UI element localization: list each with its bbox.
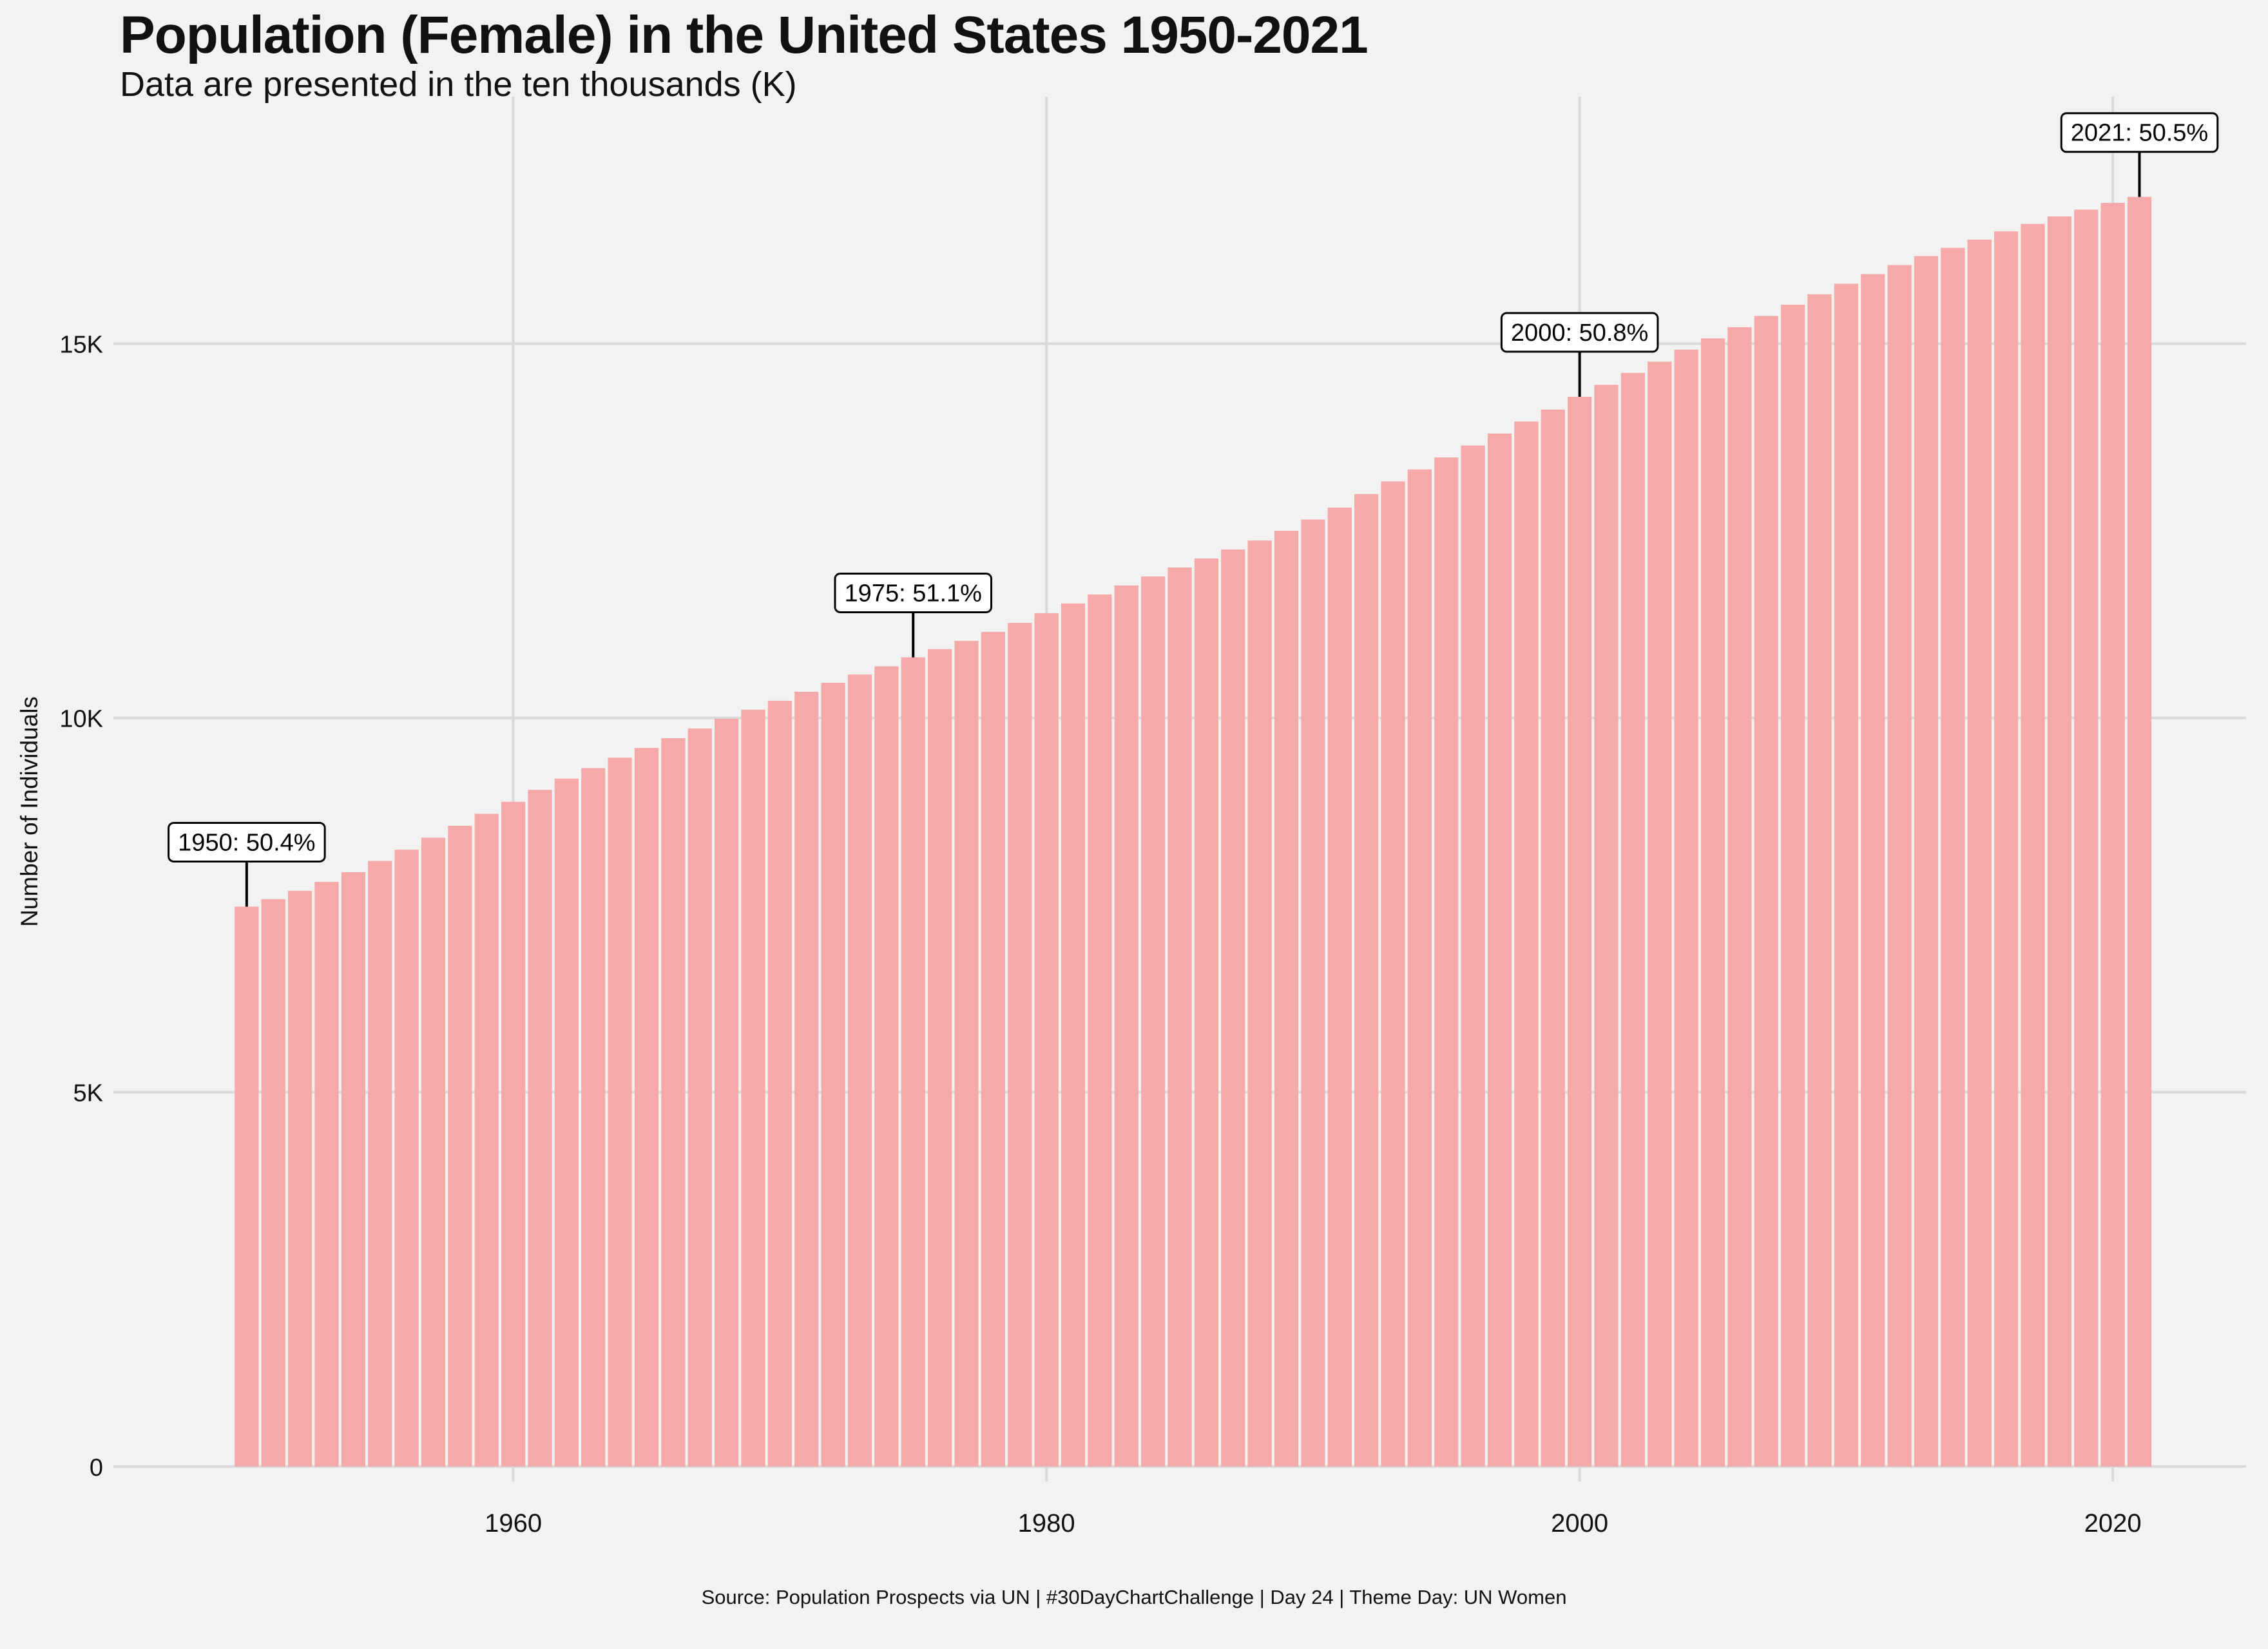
bar-1960	[501, 801, 526, 1467]
bar-1980	[1034, 613, 1059, 1467]
bar-2017	[2021, 224, 2045, 1467]
y-tick-label: 15K	[59, 332, 103, 359]
bar-2015	[1967, 239, 1992, 1467]
bar-1953	[314, 882, 339, 1467]
annotations: 1950: 50.4% 1975: 51.1% 2000: 50.8% 2021: 5…	[168, 112, 2219, 907]
bar-1954	[341, 872, 365, 1467]
bar-1961	[528, 790, 552, 1467]
bar-1955	[368, 861, 392, 1467]
bar-1999	[1541, 409, 1565, 1467]
bar-2013	[1914, 256, 1939, 1467]
bar-2007	[1754, 316, 1778, 1467]
annotation-box	[168, 821, 326, 863]
y-tick-label: 5K	[73, 1080, 103, 1107]
bar-1996	[1461, 445, 1485, 1467]
bar-1967	[687, 728, 712, 1467]
bar-1956	[394, 850, 419, 1467]
bar-2011	[1861, 274, 1885, 1467]
bar-1957	[421, 837, 446, 1467]
bar-2020	[2100, 203, 2125, 1467]
bar-1977	[954, 640, 979, 1467]
bar-1981	[1061, 603, 1086, 1467]
bar-2021	[2127, 196, 2152, 1467]
axis-labels: 0 5K 10K 15K 1960 1980 2000 2020	[59, 332, 2141, 1538]
bar-1985	[1168, 567, 1192, 1467]
bar-1993	[1381, 481, 1405, 1467]
bar-1962	[554, 778, 579, 1467]
bar-1952	[288, 891, 312, 1467]
bar-1989	[1274, 531, 1299, 1467]
bar-1970	[767, 700, 792, 1467]
chart-subtitle: Data are presented in the ten thousands …	[120, 65, 797, 104]
bar-1973	[847, 674, 872, 1467]
bar-1959	[474, 814, 499, 1467]
bar-1987	[1221, 549, 1245, 1467]
bar-2009	[1807, 294, 1832, 1467]
bar-2002	[1620, 372, 1645, 1467]
x-tick-label: 2020	[2084, 1509, 2142, 1538]
bar-1976	[928, 649, 952, 1467]
bar-1978	[981, 631, 1005, 1467]
x-tick-label: 1960	[485, 1509, 542, 1538]
bar-1995	[1434, 457, 1459, 1467]
bar-1974	[874, 666, 899, 1467]
bars	[235, 196, 2152, 1467]
bar-1964	[608, 758, 632, 1467]
bar-1966	[661, 738, 686, 1467]
bar-2010	[1834, 283, 1858, 1467]
bar-1997	[1487, 433, 1512, 1467]
bar-2014	[1941, 247, 1965, 1467]
annotation-label: 2000: 50.8%	[1511, 319, 1648, 347]
y-axis-title: Number of Individuals	[16, 696, 43, 927]
bar-2012	[1887, 265, 1912, 1467]
annotation-label: 1950: 50.4%	[178, 829, 315, 856]
bar-1994	[1407, 469, 1432, 1467]
annotation-box	[1500, 312, 1659, 353]
bar-2008	[1781, 305, 1805, 1467]
annotation-label: 2021: 50.5%	[2071, 120, 2208, 147]
source-caption: Source: Population Prospects via UN | #3…	[701, 1586, 1567, 1608]
bar-1982	[1088, 594, 1112, 1467]
bar-1990	[1301, 519, 1325, 1467]
bar-2016	[1994, 231, 2019, 1467]
bar-1986	[1194, 558, 1218, 1467]
x-tick-label: 1980	[1018, 1509, 1075, 1538]
y-tick-label: 10K	[59, 706, 103, 733]
x-tick-label: 2000	[1551, 1509, 1608, 1538]
bar-1958	[448, 825, 472, 1467]
bar-1984	[1141, 576, 1166, 1467]
bar-2006	[1727, 327, 1752, 1467]
bar-1951	[261, 899, 285, 1467]
bar-2018	[2047, 216, 2071, 1467]
y-tick-label: 0	[90, 1454, 103, 1482]
bar-2004	[1674, 349, 1698, 1467]
bar-2019	[2074, 209, 2099, 1467]
bar-2001	[1594, 385, 1619, 1467]
bar-1975	[901, 657, 925, 1467]
bar-1963	[581, 768, 606, 1467]
bar-2003	[1648, 361, 1672, 1467]
bar-1998	[1514, 421, 1539, 1467]
annotation-box	[2060, 112, 2219, 153]
bar-1968	[715, 718, 739, 1467]
bar-1988	[1247, 540, 1272, 1467]
bar-1971	[794, 691, 819, 1467]
bar-1979	[1008, 623, 1032, 1467]
annotation-label: 1975: 51.1%	[845, 580, 982, 607]
chart-title: Population (Female) in the United States…	[120, 6, 1369, 64]
bar-1991	[1327, 508, 1352, 1467]
bar-1972	[821, 682, 845, 1467]
bar-2000	[1568, 397, 1592, 1467]
annotation-box	[834, 572, 992, 613]
bar-1992	[1354, 494, 1379, 1467]
bar-1983	[1114, 585, 1139, 1467]
bar-1950	[235, 906, 259, 1467]
bar-2005	[1700, 338, 1725, 1467]
bar-1965	[634, 748, 659, 1467]
bar-1969	[741, 709, 765, 1467]
